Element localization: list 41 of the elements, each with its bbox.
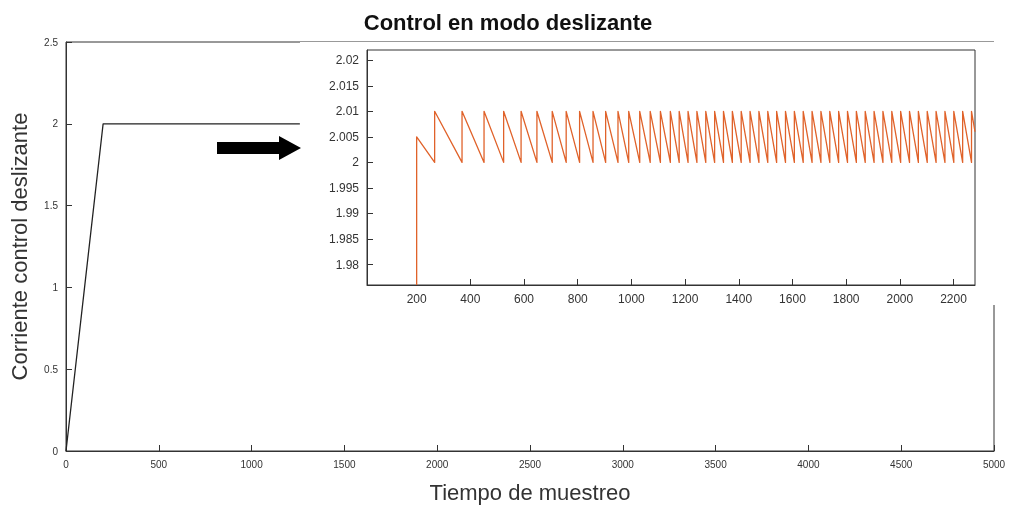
x-tick-label: 2200 [940,292,968,306]
line-series [416,110,976,286]
x-tick-label: 4000 [797,458,820,470]
y-tick-label: 1.99 [335,206,360,221]
y-tick-label: 2 [352,155,360,170]
y-tick-label: 2.015 [328,78,360,93]
x-tick-label: 2000 [426,458,449,470]
x-tick-label: 4500 [890,458,913,470]
x-tick-label: 1600 [779,292,807,306]
y-tick-label: 1.985 [328,232,360,247]
x-tick-label: 600 [514,292,535,306]
x-tick-label: 2000 [886,292,914,306]
x-tick-label: 3500 [704,458,728,470]
y-tick-label: 1 [52,281,59,293]
y-tick-label: 0.5 [44,363,59,375]
x-tick-label: 800 [567,292,589,306]
y-tick-label: 2.5 [44,36,59,48]
y-tick-label: 2.01 [335,104,360,119]
x-tick-label: 400 [460,292,481,306]
x-tick-label: 200 [406,292,427,306]
x-tick-label: 2500 [518,458,542,470]
y-tick-label: 2 [52,118,59,130]
y-tick-label: 2.02 [335,53,360,68]
x-tick-label: 5000 [982,458,1006,470]
x-tick-label: 500 [150,458,168,470]
x-tick-label: 1000 [618,292,646,306]
x-tick-label: 1500 [333,458,356,470]
y-axis-title: Corriente control deslizante [6,112,32,381]
y-tick-label: 1.995 [328,180,360,195]
y-tick-label: 1.5 [44,200,59,212]
x-tick-label: 3000 [611,458,635,470]
x-tick-label: 1200 [671,292,699,306]
x-tick-label: 0 [63,458,70,470]
y-tick-label: 1.98 [335,257,360,272]
chart-title: Control en modo deslizante [363,9,653,35]
y-tick-label: 2.005 [328,129,360,144]
x-axis-title: Tiempo de muestreo [429,479,631,505]
x-tick-label: 1000 [240,458,264,470]
x-tick-label: 1800 [832,292,860,306]
y-tick-label: 0 [52,445,59,457]
x-tick-label: 1400 [725,292,753,306]
